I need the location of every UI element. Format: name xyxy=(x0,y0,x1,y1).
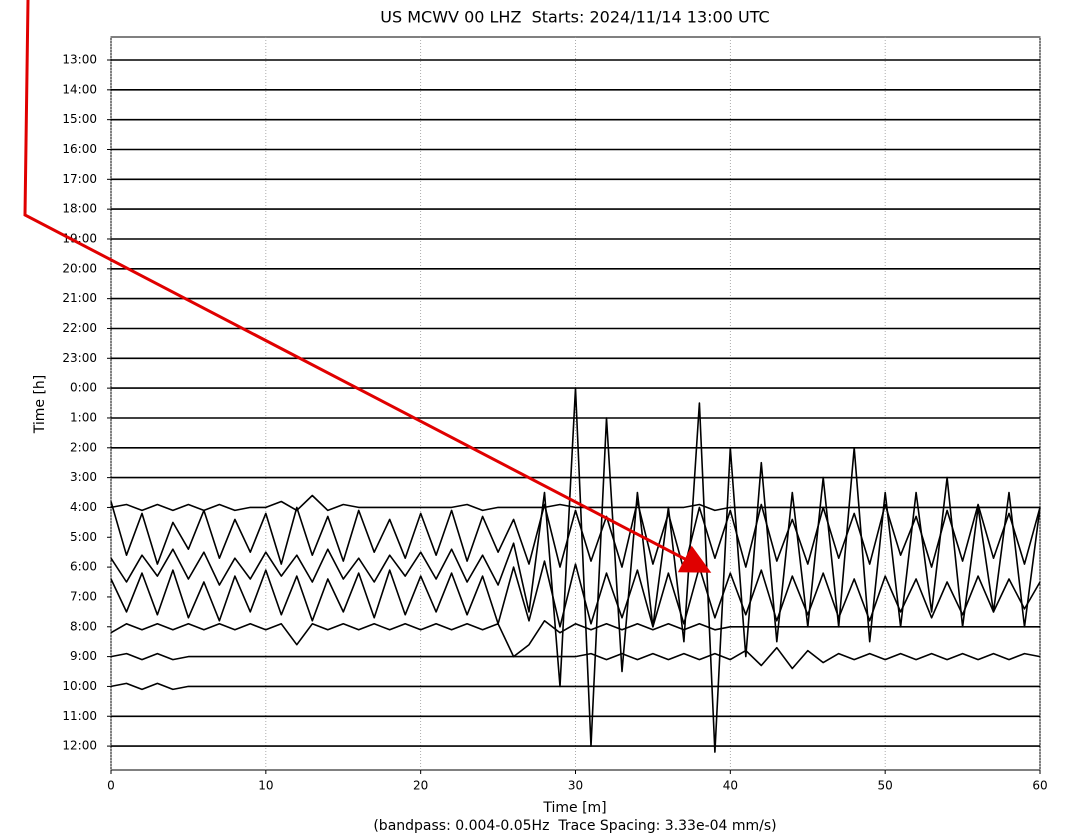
trace xyxy=(110,646,1041,670)
trace xyxy=(110,500,1041,571)
y-tick-label: 0:00 xyxy=(70,381,97,395)
x-axis-subtitle: (bandpass: 0.004-0.05Hz Trace Spacing: 3… xyxy=(373,818,776,834)
y-tick-label: 6:00 xyxy=(70,560,97,574)
x-tick-label: 30 xyxy=(568,779,583,793)
x-tick-label: 20 xyxy=(413,779,428,793)
y-tick-label: 5:00 xyxy=(70,530,97,544)
trace xyxy=(110,620,1040,658)
annotation-arrow xyxy=(23,0,712,573)
y-tick-label: 13:00 xyxy=(62,53,97,67)
y-tick-label: 7:00 xyxy=(70,589,97,603)
y-tick-label: 20:00 xyxy=(62,261,97,275)
chart-title: US MCWV 00 LHZ Starts: 2024/11/14 13:00 … xyxy=(380,8,769,27)
x-tick-label: 10 xyxy=(258,779,273,793)
trace xyxy=(110,387,1041,753)
y-tick-label: 9:00 xyxy=(70,649,97,663)
x-tick-label: 40 xyxy=(723,779,738,793)
y-tick-label: 2:00 xyxy=(70,440,97,454)
x-tick-label: 0 xyxy=(107,779,115,793)
y-tick-label: 11:00 xyxy=(62,709,97,723)
y-tick-label: 18:00 xyxy=(62,202,97,216)
y-tick-label: 10:00 xyxy=(62,679,97,693)
trace xyxy=(110,560,1041,628)
y-tick-label: 23:00 xyxy=(62,351,97,365)
trace xyxy=(110,682,1040,691)
y-tick-label: 21:00 xyxy=(62,291,97,305)
x-tick-label: 50 xyxy=(878,779,893,793)
plot-layer: 0 10 20 30 40 50 60 13:00 14:00 15:00 16:00 17:00 18… xyxy=(62,37,1048,793)
y-axis-label: Time [h] xyxy=(32,375,48,435)
y-tick-label: 22:00 xyxy=(62,321,97,335)
y-tick-label: 3:00 xyxy=(70,470,97,484)
y-tick-label: 14:00 xyxy=(62,82,97,96)
y-tick-label: 15:00 xyxy=(62,112,97,126)
x-axis-label: Time [m] xyxy=(542,800,606,816)
y-tick-label: 12:00 xyxy=(62,739,97,753)
x-tick-label: 60 xyxy=(1032,779,1047,793)
y-tick-label: 19:00 xyxy=(62,231,97,245)
y-tick-label: 17:00 xyxy=(62,172,97,186)
y-tick-label: 1:00 xyxy=(70,410,97,424)
y-tick-label: 4:00 xyxy=(70,500,97,514)
y-tick-label: 16:00 xyxy=(62,142,97,156)
y-tick-label: 8:00 xyxy=(70,619,97,633)
